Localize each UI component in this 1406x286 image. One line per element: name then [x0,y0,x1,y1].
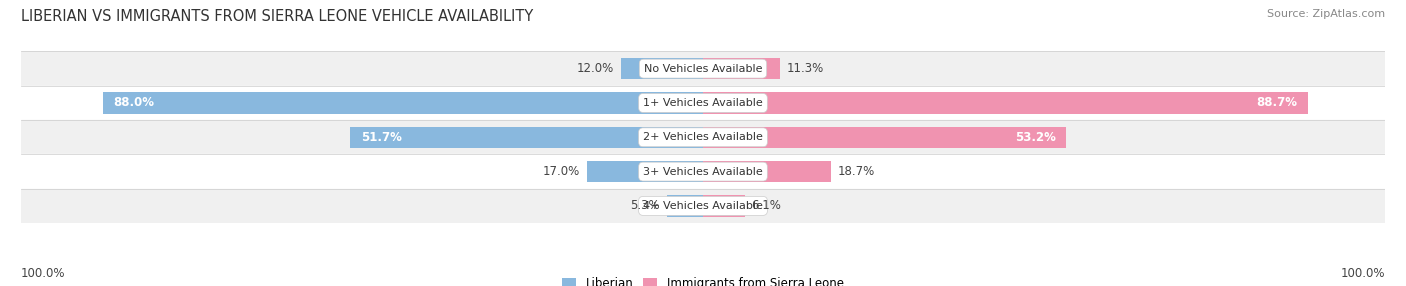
Bar [621,58,703,79]
Text: 1+ Vehicles Available: 1+ Vehicles Available [643,98,763,108]
Text: No Vehicles Available: No Vehicles Available [644,64,762,74]
Bar [21,189,1385,223]
Text: 3+ Vehicles Available: 3+ Vehicles Available [643,167,763,176]
Bar [350,127,703,148]
Bar [703,161,831,182]
Text: LIBERIAN VS IMMIGRANTS FROM SIERRA LEONE VEHICLE AVAILABILITY: LIBERIAN VS IMMIGRANTS FROM SIERRA LEONE… [21,9,533,23]
Bar [666,195,703,217]
Bar [103,92,703,114]
Text: 51.7%: 51.7% [361,131,402,144]
Text: 6.1%: 6.1% [751,199,782,212]
Bar [703,92,1308,114]
Bar [21,86,1385,120]
Text: 53.2%: 53.2% [1015,131,1056,144]
Text: 17.0%: 17.0% [543,165,581,178]
Text: 100.0%: 100.0% [21,267,66,280]
Text: 18.7%: 18.7% [838,165,875,178]
Text: 2+ Vehicles Available: 2+ Vehicles Available [643,132,763,142]
Text: 11.3%: 11.3% [787,62,824,75]
Text: 88.7%: 88.7% [1257,96,1298,110]
Text: 100.0%: 100.0% [1340,267,1385,280]
Text: 12.0%: 12.0% [576,62,614,75]
Text: Source: ZipAtlas.com: Source: ZipAtlas.com [1267,9,1385,19]
Bar [21,51,1385,86]
Text: 88.0%: 88.0% [112,96,155,110]
Text: 5.3%: 5.3% [630,199,659,212]
Bar [703,127,1066,148]
Bar [703,58,780,79]
Bar [588,161,703,182]
Bar [703,195,745,217]
Legend: Liberian, Immigrants from Sierra Leone: Liberian, Immigrants from Sierra Leone [558,272,848,286]
Bar [21,154,1385,189]
Bar [21,120,1385,154]
Text: 4+ Vehicles Available: 4+ Vehicles Available [643,201,763,211]
